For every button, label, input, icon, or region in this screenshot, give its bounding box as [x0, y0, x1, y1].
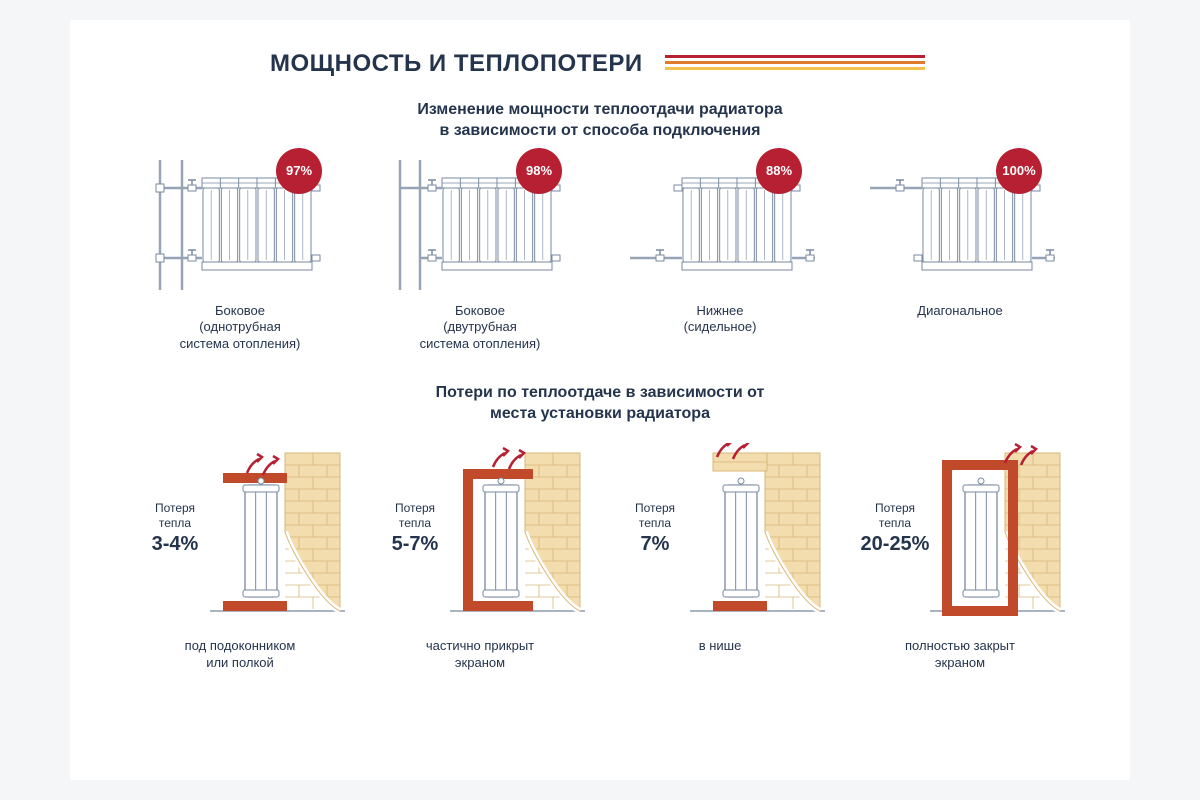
loss-label: Потерятепла5-7%: [365, 501, 465, 556]
loss-row: Потерятепла3-4% под подоконникомили полко…: [120, 443, 1080, 672]
connection-item: 97%Боковое(однотрубнаясистема отопления): [130, 160, 350, 354]
section2-subtitle: Потери по теплоотдаче в зависимости от м…: [120, 383, 1080, 425]
section1-subtitle-l2: в зависимости от способа подключения: [439, 122, 760, 139]
loss-percent: 5-7%: [365, 533, 465, 556]
loss-percent: 3-4%: [125, 533, 225, 556]
loss-percent: 20-25%: [845, 533, 945, 556]
stripes-icon: [665, 55, 925, 73]
loss-label: Потерятепла3-4%: [125, 501, 225, 556]
loss-label: Потерятепла7%: [605, 501, 705, 556]
main-title: МОЩНОСТЬ И ТЕПЛОПОТЕРИ: [270, 50, 643, 78]
connection-caption: Боковое(двутрубнаясистема отопления): [370, 303, 590, 354]
percent-badge: 98%: [516, 148, 562, 194]
infographic-card: МОЩНОСТЬ И ТЕПЛОПОТЕРИ Изменение мощност…: [70, 20, 1130, 780]
connection-caption: Боковое(однотрубнаясистема отопления): [130, 303, 350, 354]
connection-item: 98%Боковое(двутрубнаясистема отопления): [370, 160, 590, 354]
connection-caption: Нижнее(сидельное): [610, 303, 830, 337]
loss-item: Потерятепла7% в нише: [605, 443, 835, 655]
percent-badge: 97%: [276, 148, 322, 194]
section1-subtitle-l1: Изменение мощности теплоотдачи радиатора: [417, 101, 782, 118]
loss-label: Потерятепла20-25%: [845, 501, 945, 556]
stripe-3: [665, 67, 925, 70]
loss-caption: полностью закрытэкраном: [845, 638, 1075, 672]
stripe-2: [665, 61, 925, 64]
loss-percent: 7%: [605, 533, 705, 556]
section2-subtitle-l2: места установки радиатора: [490, 405, 710, 422]
section2-subtitle-l1: Потери по теплоотдаче в зависимости от: [436, 384, 765, 401]
loss-item: Потерятепла3-4% под подоконникомили полко…: [125, 443, 355, 672]
connection-item: 88%Нижнее(сидельное): [610, 160, 830, 337]
loss-caption: частично прикрытэкраном: [365, 638, 595, 672]
header: МОЩНОСТЬ И ТЕПЛОПОТЕРИ: [270, 50, 1080, 78]
percent-badge: 88%: [756, 148, 802, 194]
section1-subtitle: Изменение мощности теплоотдачи радиатора…: [120, 100, 1080, 142]
loss-item: Потерятепла20-25% полностью закрытэкраном: [845, 443, 1075, 672]
percent-badge: 100%: [996, 148, 1042, 194]
loss-item: Потерятепла5-7% частично прикрытэкраном: [365, 443, 595, 672]
loss-caption: под подоконникомили полкой: [125, 638, 355, 672]
connection-item: 100%Диагональное: [850, 160, 1070, 320]
stripe-1: [665, 55, 925, 58]
connection-row: 97%Боковое(однотрубнаясистема отопления)…: [120, 160, 1080, 354]
loss-caption: в нише: [605, 638, 835, 655]
connection-caption: Диагональное: [850, 303, 1070, 320]
